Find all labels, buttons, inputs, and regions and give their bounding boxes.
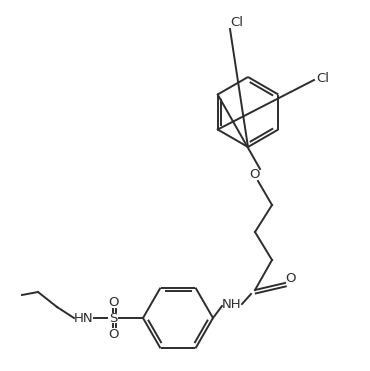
Text: O: O [285,272,295,285]
Text: NH: NH [222,299,242,312]
Text: Cl: Cl [316,72,329,85]
Text: O: O [250,167,260,181]
Text: HN: HN [74,312,94,325]
Text: Cl: Cl [230,16,243,29]
Text: O: O [108,328,118,341]
Text: S: S [109,312,117,325]
Text: O: O [108,295,118,309]
